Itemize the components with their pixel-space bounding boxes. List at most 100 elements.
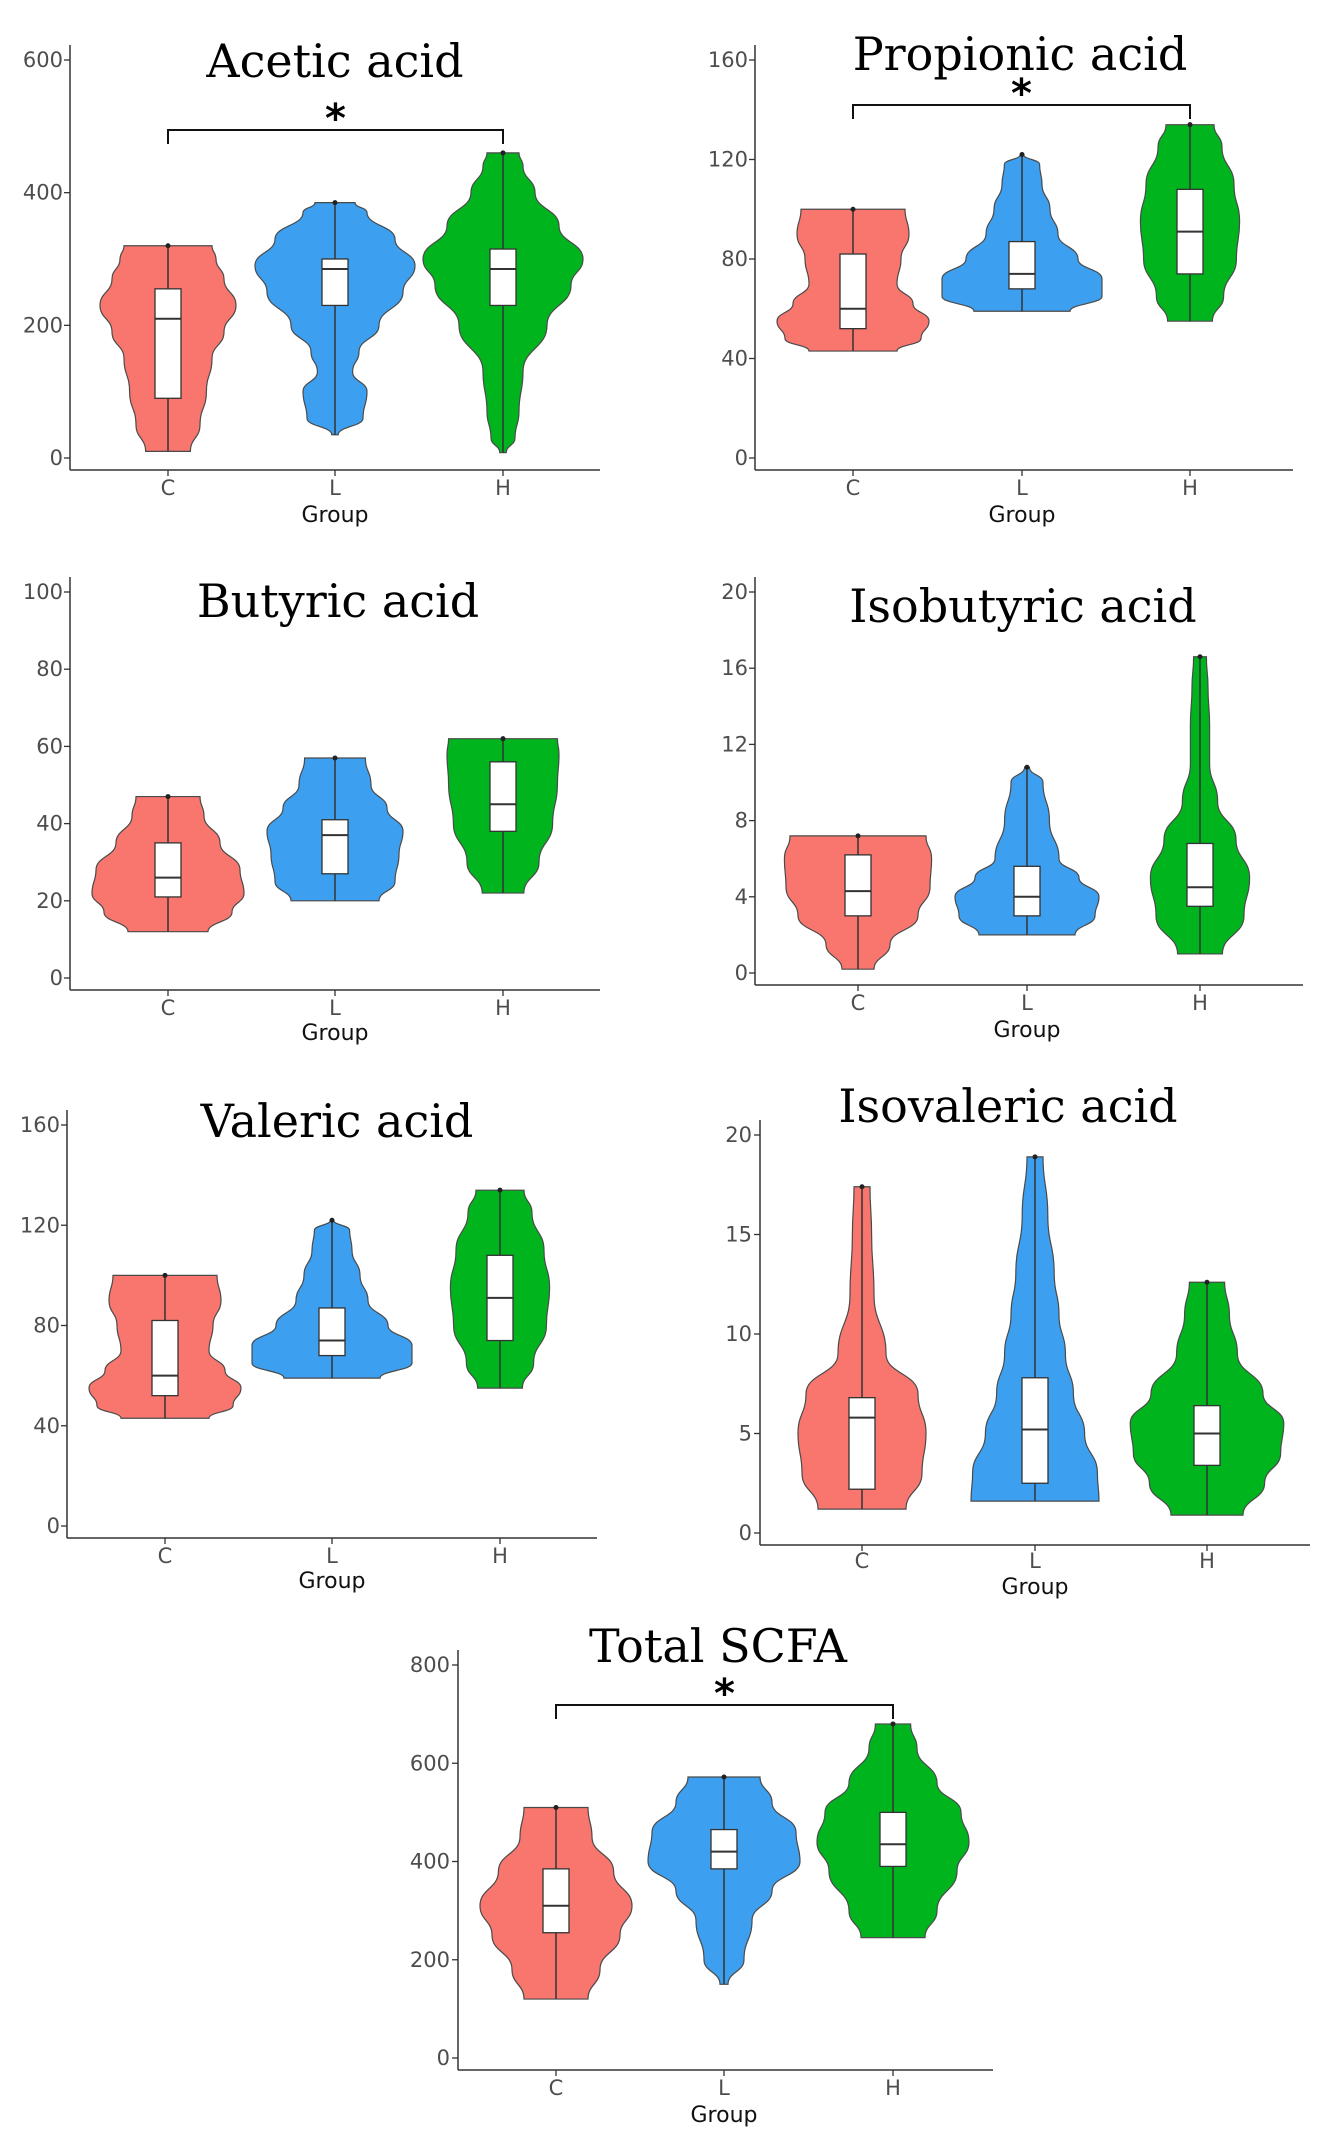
- box-L: [321, 258, 349, 307]
- panel-isovaleric-acid: Isovaleric acid 0 5 10 15 20 C L H Group: [725, 1079, 1310, 1600]
- max-point-H: [497, 1187, 503, 1193]
- y-tick-label: 15: [725, 1223, 752, 1247]
- chart-title: Isobutyric acid: [849, 579, 1196, 633]
- max-point-C: [859, 1184, 865, 1190]
- y-tick-label: 0: [50, 966, 63, 990]
- x-tick-label-C: C: [851, 991, 866, 1015]
- max-point-C: [165, 243, 171, 249]
- y-tick-label: 40: [721, 347, 748, 371]
- x-tick-label-H: H: [495, 476, 511, 500]
- significance-bracket: [555, 1704, 894, 1719]
- max-point-L: [1032, 1154, 1038, 1160]
- max-point-L: [332, 755, 338, 761]
- max-point-H: [500, 736, 506, 742]
- y-tick-label: 400: [410, 1850, 450, 1874]
- y-tick-label: 0: [47, 1514, 60, 1538]
- violin-L: [954, 764, 1100, 936]
- box-L: [1013, 865, 1041, 917]
- x-tick-label-H: H: [1199, 1549, 1215, 1573]
- x-tick-label-H: H: [1182, 476, 1198, 500]
- violin-L: [970, 1154, 1100, 1502]
- y-tick-label: 10: [725, 1322, 752, 1346]
- violin-L: [647, 1774, 801, 1985]
- x-tick-label-C: C: [846, 476, 861, 500]
- panel-valeric-acid: Valeric acid 0 40 80 120 160 C L H Group: [20, 1094, 597, 1594]
- chart-title: Total SCFA: [589, 1619, 848, 1673]
- box-C: [542, 1868, 570, 1934]
- x-axis-label: Group: [994, 1018, 1061, 1043]
- y-tick-label: 0: [735, 961, 748, 985]
- violin-H: [1129, 1279, 1285, 1516]
- box-H: [489, 761, 517, 832]
- violin-C: [88, 1272, 242, 1419]
- y-tick-label: 40: [36, 812, 63, 836]
- x-tick-label-L: L: [1016, 476, 1028, 500]
- y-tick-label: 0: [735, 446, 748, 470]
- violin-H: [816, 1721, 970, 1939]
- y-tick-label: 5: [739, 1422, 752, 1446]
- x-tick-label-H: H: [1192, 991, 1208, 1015]
- x-tick-label-C: C: [161, 996, 176, 1020]
- violin-H: [1149, 654, 1251, 955]
- max-point-H: [500, 150, 506, 156]
- box-H: [879, 1811, 907, 1868]
- violin-H: [1139, 122, 1241, 322]
- violin-L: [251, 1217, 413, 1379]
- violin-C: [783, 833, 933, 970]
- y-tick-label: 120: [20, 1213, 60, 1237]
- box-C: [151, 1319, 179, 1397]
- x-axis-label: Group: [299, 1569, 366, 1594]
- violin-C: [797, 1184, 927, 1510]
- y-tick-label: 800: [410, 1653, 450, 1677]
- box-H: [489, 248, 517, 307]
- y-tick-label: 8: [735, 809, 748, 833]
- violin-H: [446, 736, 560, 894]
- x-tick-label-L: L: [329, 996, 341, 1020]
- y-tick-label: 200: [23, 313, 63, 337]
- x-tick-label-L: L: [326, 1544, 338, 1568]
- panel-acetic-acid: Acetic acid 0 200 400 600 C L H Group *: [23, 34, 600, 528]
- max-point-C: [165, 794, 171, 800]
- max-point-C: [855, 833, 861, 839]
- max-point-H: [1187, 122, 1193, 128]
- violin-L: [941, 152, 1103, 312]
- x-tick-label-H: H: [885, 2076, 901, 2100]
- y-tick-label: 16: [721, 656, 748, 680]
- violin-C: [776, 206, 930, 352]
- y-tick-label: 200: [410, 1948, 450, 1972]
- y-tick-label: 80: [36, 657, 63, 681]
- box-C: [848, 1397, 876, 1490]
- box-C: [154, 842, 182, 898]
- x-axis-label: Group: [691, 2103, 758, 2128]
- y-tick-label: 20: [725, 1123, 752, 1147]
- max-point-C: [850, 206, 856, 212]
- x-tick-label-L: L: [1021, 991, 1033, 1015]
- box-L: [710, 1828, 738, 1870]
- y-tick-label: 0: [50, 446, 63, 470]
- y-tick-label: 80: [33, 1314, 60, 1338]
- y-tick-label: 60: [36, 734, 63, 758]
- significance-bracket: [167, 129, 504, 144]
- significance-star: *: [1011, 71, 1032, 117]
- x-tick-label-H: H: [495, 996, 511, 1020]
- x-tick-label-C: C: [549, 2076, 564, 2100]
- max-point-H: [1197, 654, 1203, 660]
- max-point-H: [890, 1721, 896, 1727]
- panel-butyric-acid: Butyric acid 0 20 40 60 80 100 C L H Group: [23, 574, 600, 1046]
- significance-star: *: [714, 1671, 735, 1717]
- x-axis-label: Group: [302, 1021, 369, 1046]
- x-tick-label-C: C: [158, 1544, 173, 1568]
- y-tick-label: 160: [708, 48, 748, 72]
- max-point-L: [1019, 152, 1025, 158]
- x-tick-label-H: H: [492, 1544, 508, 1568]
- max-point-H: [1204, 1279, 1210, 1285]
- max-point-L: [1024, 764, 1030, 770]
- violin-C: [479, 1804, 633, 2000]
- y-tick-label: 20: [721, 580, 748, 604]
- y-tick-label: 40: [33, 1414, 60, 1438]
- y-tick-label: 4: [735, 885, 748, 909]
- box-C: [844, 854, 872, 917]
- y-tick-label: 600: [410, 1751, 450, 1775]
- y-tick-label: 12: [721, 732, 748, 756]
